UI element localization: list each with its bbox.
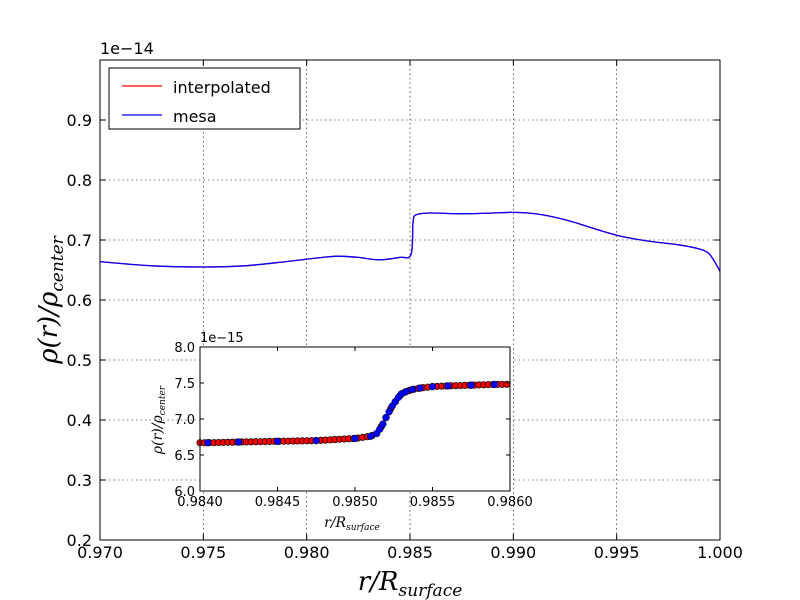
inset-y-axis-label-main: ρ(r)/ρ bbox=[150, 415, 166, 456]
inset-series bbox=[196, 380, 511, 447]
inset-y-tick-label: 8.0 bbox=[174, 341, 195, 356]
inset-point-mesa bbox=[402, 387, 410, 396]
main-x-tick-label: 0.980 bbox=[284, 543, 330, 562]
inset-x-tick-label: 0.9840 bbox=[177, 495, 223, 510]
inset-y-tick-label: 6.5 bbox=[174, 449, 195, 464]
main-x-axis-label-main: r/R bbox=[358, 567, 399, 597]
inset-x-axis-label-main: r/R bbox=[324, 515, 346, 531]
inset-x-tick-label: 0.9860 bbox=[487, 495, 533, 510]
legend: interpolated mesa bbox=[108, 67, 301, 130]
main-series-line-mesa bbox=[99, 211, 721, 272]
inset-point-mesa bbox=[235, 438, 243, 446]
inset-x-tick-labels: 0.9840 0.9845 0.9850 0.9855 0.9860 bbox=[177, 495, 533, 510]
inset-point-mesa bbox=[379, 420, 387, 428]
inset-x-tick-label: 0.9845 bbox=[255, 495, 301, 510]
inset-y-axis-label-sub: center bbox=[158, 385, 168, 415]
inset-point-mesa bbox=[312, 436, 320, 445]
main-y-tick-label: 0.9 bbox=[67, 111, 92, 130]
inset-point-mesa bbox=[273, 437, 282, 445]
legend-label-mesa: mesa bbox=[173, 107, 217, 126]
legend-box bbox=[108, 67, 301, 130]
main-y-axis-label-sub: center bbox=[48, 235, 68, 291]
main-x-tick-label: 0.990 bbox=[490, 543, 536, 562]
inset-point-mesa bbox=[351, 434, 359, 443]
main-x-tick-label: 0.995 bbox=[594, 543, 640, 562]
inset-x-axis-label-sub: surface bbox=[346, 523, 380, 533]
main-y-tick-label: 0.4 bbox=[67, 411, 92, 430]
inset-x-tick-label: 0.9855 bbox=[410, 495, 456, 510]
main-offset-text: 1e−14 bbox=[100, 39, 154, 58]
inset-point-mesa bbox=[467, 381, 475, 389]
legend-label-interpolated: interpolated bbox=[173, 78, 271, 97]
main-y-tick-label: 0.5 bbox=[67, 351, 92, 370]
main-y-tick-labels: 0.2 0.3 0.4 0.5 0.6 0.7 0.8 0.9 bbox=[67, 111, 92, 550]
inset-offset-text: 1e−15 bbox=[200, 331, 244, 346]
inset-y-tick-label: 7.5 bbox=[174, 377, 195, 392]
main-x-axis-label: r/Rsurface bbox=[358, 567, 463, 600]
inset-point-mesa bbox=[366, 432, 375, 440]
inset-point-mesa bbox=[490, 380, 499, 389]
main-y-axis-label-main: ρ(r)/ρ bbox=[34, 291, 64, 365]
main-y-tick-label: 0.7 bbox=[67, 231, 92, 250]
main-y-tick-label: 0.6 bbox=[67, 291, 92, 310]
main-series bbox=[99, 211, 721, 272]
main-x-tick-label: 0.970 bbox=[77, 543, 123, 562]
main-x-tick-label: 1.000 bbox=[697, 543, 743, 562]
inset-point-mesa bbox=[416, 384, 424, 392]
inset-ticks bbox=[199, 346, 511, 492]
inset-point-mesa bbox=[382, 413, 390, 422]
inset-point-mesa bbox=[385, 408, 393, 416]
inset-point-mesa bbox=[428, 382, 437, 391]
inset-y-tick-labels: 6.0 6.5 7.0 7.5 8.0 bbox=[174, 341, 195, 500]
inset-point-mesa bbox=[444, 382, 452, 390]
main-y-axis-label: ρ(r)/ρcenter bbox=[34, 235, 68, 364]
main-x-tick-label: 0.975 bbox=[180, 543, 226, 562]
inset-point-mesa bbox=[408, 385, 417, 394]
main-y-tick-label: 0.3 bbox=[67, 471, 92, 490]
inset-y-tick-label: 6.0 bbox=[174, 485, 195, 500]
inset-background bbox=[200, 347, 510, 491]
main-ticks bbox=[99, 60, 721, 541]
inset-y-tick-label: 7.0 bbox=[174, 413, 195, 428]
main-x-tick-label: 0.985 bbox=[387, 543, 433, 562]
main-x-axis-label-sub: surface bbox=[398, 581, 462, 600]
inset-point-mesa bbox=[204, 439, 212, 447]
main-x-tick-labels: 0.970 0.975 0.980 0.985 0.990 0.995 1.000 bbox=[77, 543, 743, 562]
inset-x-axis-label: r/Rsurface bbox=[324, 515, 380, 533]
main-y-tick-label: 0.8 bbox=[67, 171, 92, 190]
main-y-tick-label: 0.2 bbox=[67, 531, 92, 550]
inset-point-interpolated bbox=[503, 380, 511, 388]
main-series-line-interpolated bbox=[99, 211, 721, 272]
inset-y-axis-label: ρ(r)/ρcenter bbox=[150, 385, 168, 455]
inset-x-tick-label: 0.9850 bbox=[332, 495, 378, 510]
